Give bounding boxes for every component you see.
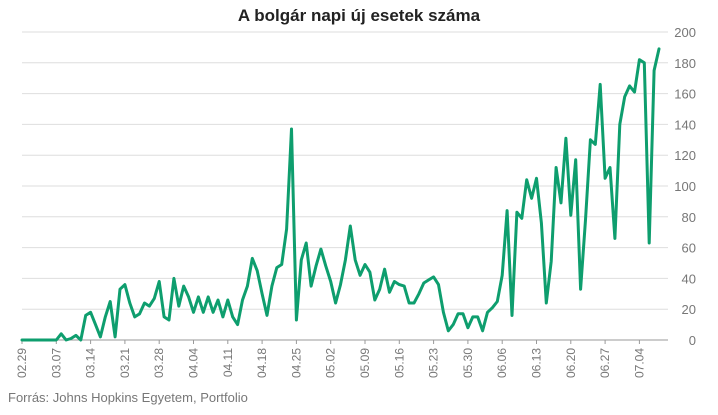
x-tick-label: 04.25 bbox=[289, 348, 303, 378]
x-tick-label: 02.29 bbox=[15, 348, 29, 378]
y-tick-label: 0 bbox=[689, 333, 696, 348]
series-line-daily-cases bbox=[20, 47, 661, 342]
y-tick-label: 100 bbox=[674, 179, 696, 194]
x-tick-label: 06.27 bbox=[598, 348, 612, 378]
x-tick-label: 04.18 bbox=[255, 348, 269, 378]
x-tick-label: 05.02 bbox=[324, 348, 338, 378]
x-tick-label: 06.13 bbox=[530, 348, 544, 378]
x-tick-label: 03.21 bbox=[118, 348, 132, 378]
y-tick-label: 180 bbox=[674, 56, 696, 71]
y-tick-label: 20 bbox=[682, 302, 696, 317]
x-tick-label: 05.09 bbox=[358, 348, 372, 378]
gridlines bbox=[22, 31, 668, 341]
x-tick-label: 04.11 bbox=[221, 348, 235, 377]
x-tick-label: 04.04 bbox=[187, 348, 201, 378]
x-tick-label: 07.04 bbox=[632, 348, 646, 378]
y-tick-label: 140 bbox=[674, 117, 696, 132]
source-note: Forrás: Johns Hopkins Egyetem, Portfolio bbox=[8, 390, 248, 405]
y-tick-label: 160 bbox=[674, 87, 696, 102]
x-tick-label: 05.23 bbox=[427, 348, 441, 378]
x-tick-label: 05.16 bbox=[392, 348, 406, 378]
x-tick-label: 06.06 bbox=[495, 348, 509, 378]
x-axis-ticks: 02.29 03.07 03.14 03.21 03.28 04.04 04.11 04.18… bbox=[15, 340, 646, 378]
y-axis-ticks: 0 20 40 60 80 100 120 140 160 180 200 bbox=[674, 25, 696, 348]
y-tick-label: 120 bbox=[674, 148, 696, 163]
y-tick-label: 40 bbox=[682, 271, 696, 286]
y-tick-label: 200 bbox=[674, 25, 696, 40]
chart-title: A bolgár napi új esetek száma bbox=[237, 6, 481, 25]
x-tick-label: 03.28 bbox=[152, 348, 166, 378]
x-tick-label: 03.07 bbox=[49, 348, 63, 378]
series-layer bbox=[20, 47, 661, 342]
x-tick-label: 03.14 bbox=[84, 348, 98, 378]
x-tick-label: 05.30 bbox=[461, 348, 475, 378]
y-tick-label: 80 bbox=[682, 210, 696, 225]
y-tick-label: 60 bbox=[682, 241, 696, 256]
x-tick-label: 06.20 bbox=[564, 348, 578, 378]
